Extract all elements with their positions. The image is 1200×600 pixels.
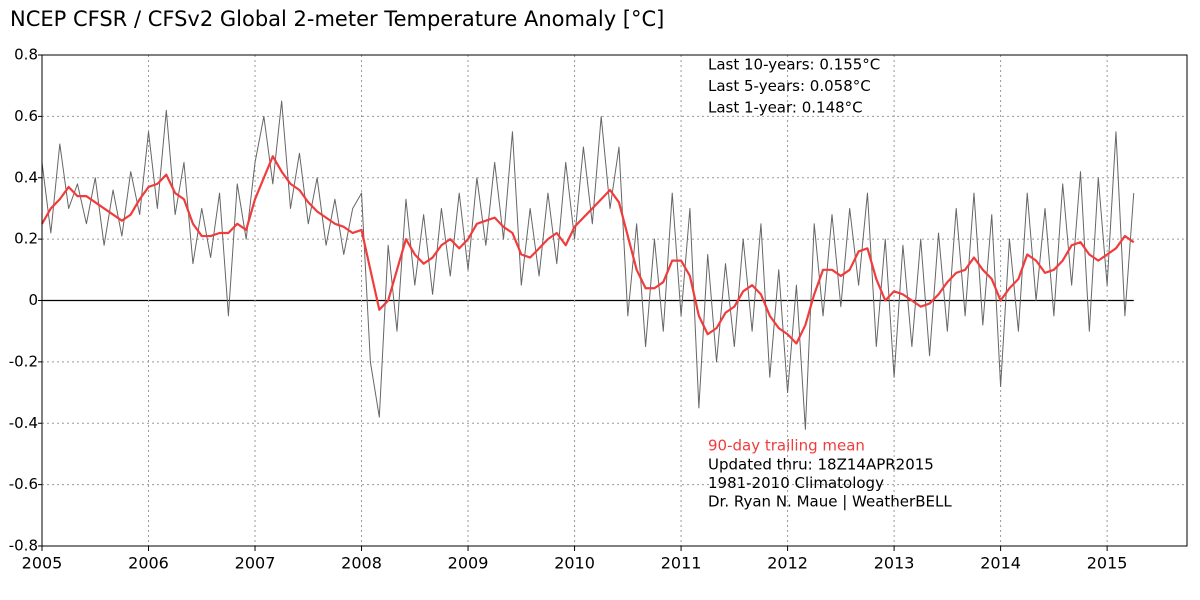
y-tick-label: -0.2	[9, 352, 38, 370]
credit: Dr. Ryan N. Maue | WeatherBELL	[708, 493, 952, 511]
plot-frame	[41, 54, 1188, 547]
legend-label: 90-day trailing mean	[708, 437, 865, 455]
y-tick-label: 0.2	[14, 230, 38, 248]
y-tick-label: 0.6	[14, 107, 38, 125]
x-tick-label: 2009	[448, 554, 489, 573]
x-tick-label: 2008	[341, 554, 382, 573]
x-tick-label: 2015	[1087, 554, 1128, 573]
series-line	[41, 100, 1135, 430]
series-line	[41, 155, 1135, 345]
x-tick-label: 2012	[767, 554, 808, 573]
y-tick-label: 0	[28, 291, 38, 309]
x-tick-label: 2011	[661, 554, 702, 573]
y-tick-label: -0.4	[9, 414, 38, 432]
y-tick-label: -0.6	[9, 475, 38, 493]
chart-title: NCEP CFSR / CFSv2 Global 2-meter Tempera…	[10, 7, 664, 31]
y-tick-label: 0.8	[14, 46, 38, 64]
y-tick-label: -0.8	[9, 537, 38, 555]
x-tick-label: 2006	[128, 554, 169, 573]
x-tick-label: 2014	[980, 554, 1021, 573]
x-tick-label: 2013	[874, 554, 915, 573]
annotation: Last 1-year: 0.148°C	[708, 99, 863, 117]
annotation: Last 10-years: 0.155°C	[708, 56, 880, 74]
credit: Updated thru: 18Z14APR2015	[708, 456, 934, 474]
x-tick-label: 2005	[22, 554, 63, 573]
y-tick-label: 0.4	[14, 168, 38, 186]
x-tick-label: 2007	[235, 554, 276, 573]
credit: 1981-2010 Climatology	[708, 474, 884, 492]
annotation: Last 5-years: 0.058°C	[708, 77, 871, 95]
x-tick-label: 2010	[554, 554, 595, 573]
